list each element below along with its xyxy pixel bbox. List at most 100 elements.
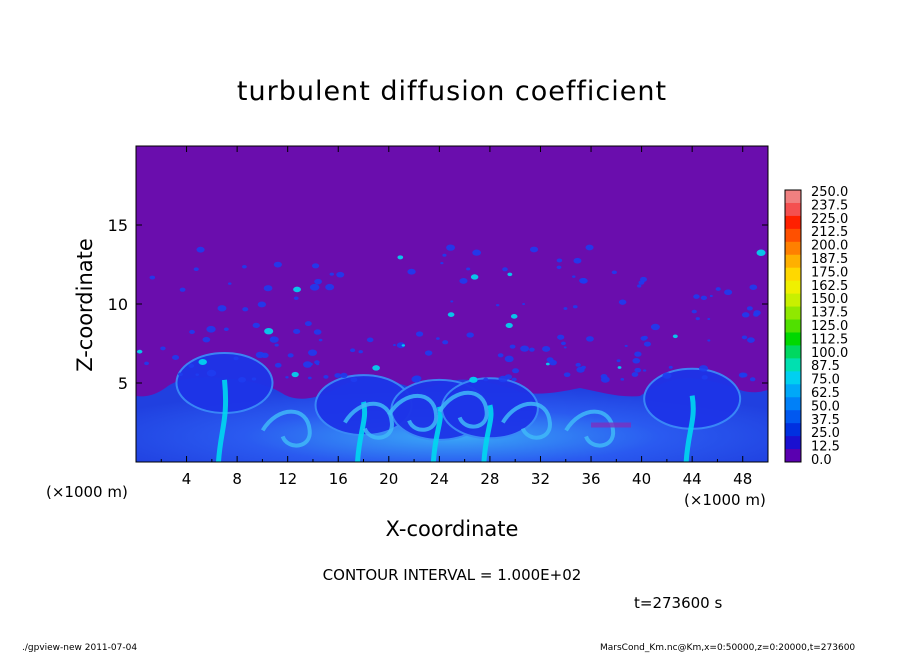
- footer-right: MarsCond_Km.nc@Km,x=0:50000,z=0:20000,t=…: [600, 643, 856, 653]
- eddy-spot: [195, 373, 200, 376]
- colorbar-swatch: [785, 332, 801, 346]
- colorbar-swatch: [785, 397, 801, 411]
- colorbar-label: 137.5: [811, 306, 848, 321]
- eddy-spot: [334, 373, 342, 378]
- eddy-spot: [442, 253, 447, 257]
- eddy-spot: [529, 347, 535, 352]
- eddy-spot: [189, 329, 195, 334]
- eddy-spot: [672, 334, 678, 339]
- eddy-spot: [563, 307, 568, 310]
- colorbar-label: 50.0: [811, 399, 840, 414]
- eddy-spot: [160, 346, 166, 351]
- eddy-spot: [436, 337, 440, 340]
- eddy-spot: [293, 296, 299, 301]
- eddy-spot: [358, 350, 363, 354]
- eddy-spot: [557, 334, 565, 340]
- eddy-spot: [407, 268, 416, 275]
- eddy-spot: [274, 343, 279, 347]
- eddy-spot: [206, 325, 216, 333]
- eddy-spot: [631, 372, 639, 377]
- eddy-spot: [172, 355, 180, 361]
- eddy-spot: [600, 376, 610, 383]
- footer-left: ./gpview-new 2011-07-04: [22, 643, 138, 653]
- eddy-spot: [309, 283, 320, 291]
- eddy-spot: [179, 287, 186, 292]
- x-axis-label: X-coordinate: [386, 517, 519, 541]
- eddy-spot: [504, 355, 514, 363]
- eddy-spot: [586, 336, 594, 342]
- eddy-spot: [529, 246, 539, 253]
- eddy-spot: [632, 358, 641, 364]
- eddy-spot: [498, 375, 508, 383]
- eddy-spot: [618, 299, 627, 305]
- x-tick-label: 24: [430, 470, 449, 488]
- eddy-spot: [415, 331, 424, 337]
- eddy-spot: [753, 312, 759, 317]
- eddy-spot: [611, 270, 617, 275]
- x-tick-label: 44: [683, 470, 702, 488]
- heatmap-field: [136, 244, 768, 462]
- eddy-spot: [472, 249, 482, 256]
- eddy-spot: [637, 284, 642, 288]
- colorbar-label: 225.0: [811, 212, 848, 227]
- eddy-spot: [424, 350, 433, 356]
- eddy-spot: [691, 309, 697, 314]
- eddy-spot: [650, 323, 660, 331]
- eddy-spot: [585, 244, 594, 251]
- colorbar-swatch: [785, 371, 801, 385]
- y-tick-label: 10: [108, 295, 128, 314]
- eddy-spot: [643, 341, 652, 347]
- eddy-spot: [483, 377, 489, 382]
- eddy-spot: [261, 352, 269, 359]
- time-label: t=273600 s: [634, 594, 723, 612]
- eddy-spot: [177, 372, 183, 377]
- eddy-spot: [709, 294, 713, 298]
- eddy-spot: [314, 278, 322, 285]
- colorbar-swatch: [785, 410, 801, 424]
- eddy-spot: [323, 375, 329, 379]
- x-tick-label: 48: [733, 470, 752, 488]
- eddy-spot: [746, 306, 753, 311]
- eddy-spot: [440, 261, 444, 265]
- eddy-spot: [233, 356, 239, 361]
- eddy-spot: [350, 348, 356, 353]
- eddy-spot: [512, 368, 520, 374]
- eddy-spot: [639, 276, 648, 282]
- eddy-spot: [563, 346, 567, 349]
- eddy-spot: [520, 345, 529, 352]
- eddy-spot: [560, 341, 566, 346]
- eddy-spot: [270, 336, 276, 340]
- colorbar-swatch: [785, 280, 801, 295]
- eddy-spot: [746, 337, 755, 343]
- colorbar-swatch: [785, 267, 801, 282]
- eddy-spot: [252, 322, 260, 328]
- eddy-spot: [624, 344, 628, 348]
- turbulent-swirl: [387, 393, 439, 432]
- eddy-spot: [507, 272, 513, 277]
- eddy-spot: [695, 317, 700, 321]
- colorbar-swatch: [785, 241, 801, 256]
- x-tick-label: 12: [278, 470, 297, 488]
- eddy-spot: [700, 295, 708, 301]
- eddy-spot: [446, 244, 455, 251]
- colorbar-swatch: [785, 202, 801, 217]
- x-tick-label: 8: [232, 470, 242, 488]
- eddy-spot: [136, 349, 143, 354]
- eddy-spot: [372, 365, 380, 371]
- colorbar-swatch: [785, 228, 801, 243]
- colorbar-label: 162.5: [811, 279, 848, 294]
- contour-interval-label: CONTOUR INTERVAL = 1.000E+02: [322, 566, 582, 584]
- eddy-spot: [511, 377, 517, 382]
- eddy-spot: [223, 327, 229, 332]
- eddy-spot: [393, 343, 396, 347]
- colorbar-label: 250.0: [811, 185, 848, 200]
- eddy-spot: [466, 332, 474, 338]
- colorbar-swatch: [785, 423, 801, 437]
- eddy-spot: [502, 267, 508, 272]
- eddy-spot: [563, 372, 571, 378]
- x-tick-label: 36: [581, 470, 600, 488]
- updraft-core: [683, 395, 696, 462]
- eddy-spot: [522, 302, 526, 306]
- colorbar-label: 175.0: [811, 265, 848, 280]
- colorbar-label: 237.5: [811, 198, 848, 213]
